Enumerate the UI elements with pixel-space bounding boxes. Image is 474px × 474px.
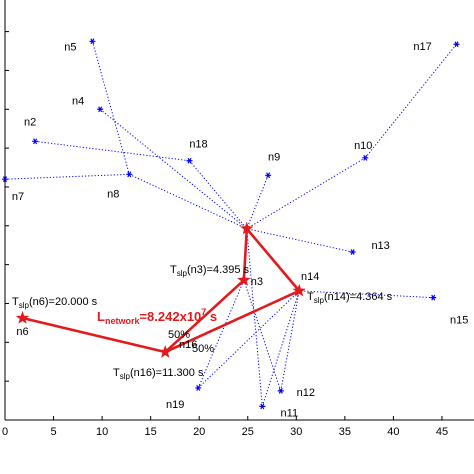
node-label: n19 xyxy=(166,399,184,411)
x-tick-label: 20 xyxy=(193,426,205,438)
node-label: n3 xyxy=(251,276,263,288)
x-tick-label: 35 xyxy=(339,426,351,438)
link xyxy=(243,280,282,392)
node-star xyxy=(15,311,30,324)
path-link xyxy=(22,316,166,354)
link xyxy=(189,160,248,230)
annotation-part: T xyxy=(113,367,120,379)
annotation-part: slp xyxy=(19,301,30,310)
node xyxy=(453,41,460,48)
annotation: Lnetwork=8.242x107 s xyxy=(97,307,217,326)
x-tick-label: 25 xyxy=(242,426,254,438)
annotation-part: T xyxy=(307,291,314,303)
node-label: n6 xyxy=(16,326,28,338)
node-label: n16 xyxy=(179,339,197,351)
link xyxy=(99,108,248,230)
node xyxy=(277,387,284,394)
annotation: Tslp(n6)=20.000 s xyxy=(12,296,98,310)
annotation-part: (n14)=4.364 s xyxy=(324,291,393,303)
annotation: 50% xyxy=(192,343,214,355)
annotation-part: s xyxy=(206,309,217,324)
annotation-part: 50% xyxy=(192,343,214,355)
node xyxy=(259,403,266,410)
node xyxy=(195,385,202,391)
node xyxy=(186,157,193,164)
node-label: n8 xyxy=(107,188,119,200)
link xyxy=(246,228,263,407)
node-label: n10 xyxy=(354,140,372,152)
path-link xyxy=(164,289,300,354)
annotation: Tslp(n3)=4.395 s xyxy=(170,264,250,278)
annotation-part: L xyxy=(97,309,105,324)
node xyxy=(97,106,104,113)
node-label: n14 xyxy=(301,271,319,283)
node xyxy=(362,154,369,161)
link xyxy=(197,279,245,389)
annotation-part: slp xyxy=(314,296,325,305)
node xyxy=(265,172,272,179)
annotation-part: (n6)=20.000 s xyxy=(29,296,98,308)
node-label: n18 xyxy=(189,139,207,151)
link xyxy=(246,228,353,253)
node-label: n9 xyxy=(268,151,280,163)
x-tick-label: 30 xyxy=(290,426,302,438)
node-label: n13 xyxy=(371,240,389,252)
annotation-part: slp xyxy=(177,269,188,278)
link xyxy=(246,175,269,229)
annotation-part: slp xyxy=(120,372,131,381)
node xyxy=(89,38,96,45)
link xyxy=(280,290,300,391)
annotation: Tslp(n16)=11.300 s xyxy=(113,367,204,381)
annotation: Tslp(n14)=4.364 s xyxy=(307,291,393,305)
x-tick-label: 15 xyxy=(145,426,157,438)
link xyxy=(261,290,300,407)
annotation-part: (n3)=4.395 s xyxy=(187,264,250,276)
annotation-part: 7 xyxy=(201,307,206,317)
node-label: n15 xyxy=(450,315,468,327)
link xyxy=(4,173,130,180)
node xyxy=(126,171,133,178)
node-label: n4 xyxy=(72,95,84,107)
path-link xyxy=(242,228,249,281)
x-tick-label: 0 xyxy=(2,426,8,438)
path-link xyxy=(164,279,245,353)
link xyxy=(35,140,190,162)
path-link xyxy=(245,227,301,292)
node-star xyxy=(158,345,172,358)
node-label: n12 xyxy=(297,387,315,399)
annotation: 50% xyxy=(168,329,190,341)
node xyxy=(349,249,356,255)
node-label: n5 xyxy=(64,41,76,53)
node-label: n11 xyxy=(281,407,299,419)
annotation-part: (n16)=11.300 s xyxy=(130,367,204,379)
annotation-part: T xyxy=(170,264,177,276)
node xyxy=(32,138,39,145)
annotation-part: 50% xyxy=(168,329,190,341)
link xyxy=(364,43,457,159)
node-star xyxy=(292,283,306,297)
annotation-part: T xyxy=(12,296,19,308)
node-star xyxy=(240,221,254,235)
link xyxy=(129,173,247,230)
x-tick-label: 45 xyxy=(436,426,448,438)
link xyxy=(197,290,300,389)
node-label: n17 xyxy=(413,41,431,53)
x-tick-label: 40 xyxy=(387,426,399,438)
node-star xyxy=(237,273,251,286)
annotation-part: =8.242x10 xyxy=(139,309,201,324)
node xyxy=(2,176,8,183)
node-label: n2 xyxy=(24,116,36,128)
link xyxy=(246,157,366,230)
node xyxy=(430,294,437,301)
x-tick-label: 10 xyxy=(96,426,108,438)
x-tick-label: 5 xyxy=(50,426,56,438)
annotation-part: network xyxy=(105,316,141,326)
node-label: n7 xyxy=(12,191,24,203)
link xyxy=(91,41,130,175)
